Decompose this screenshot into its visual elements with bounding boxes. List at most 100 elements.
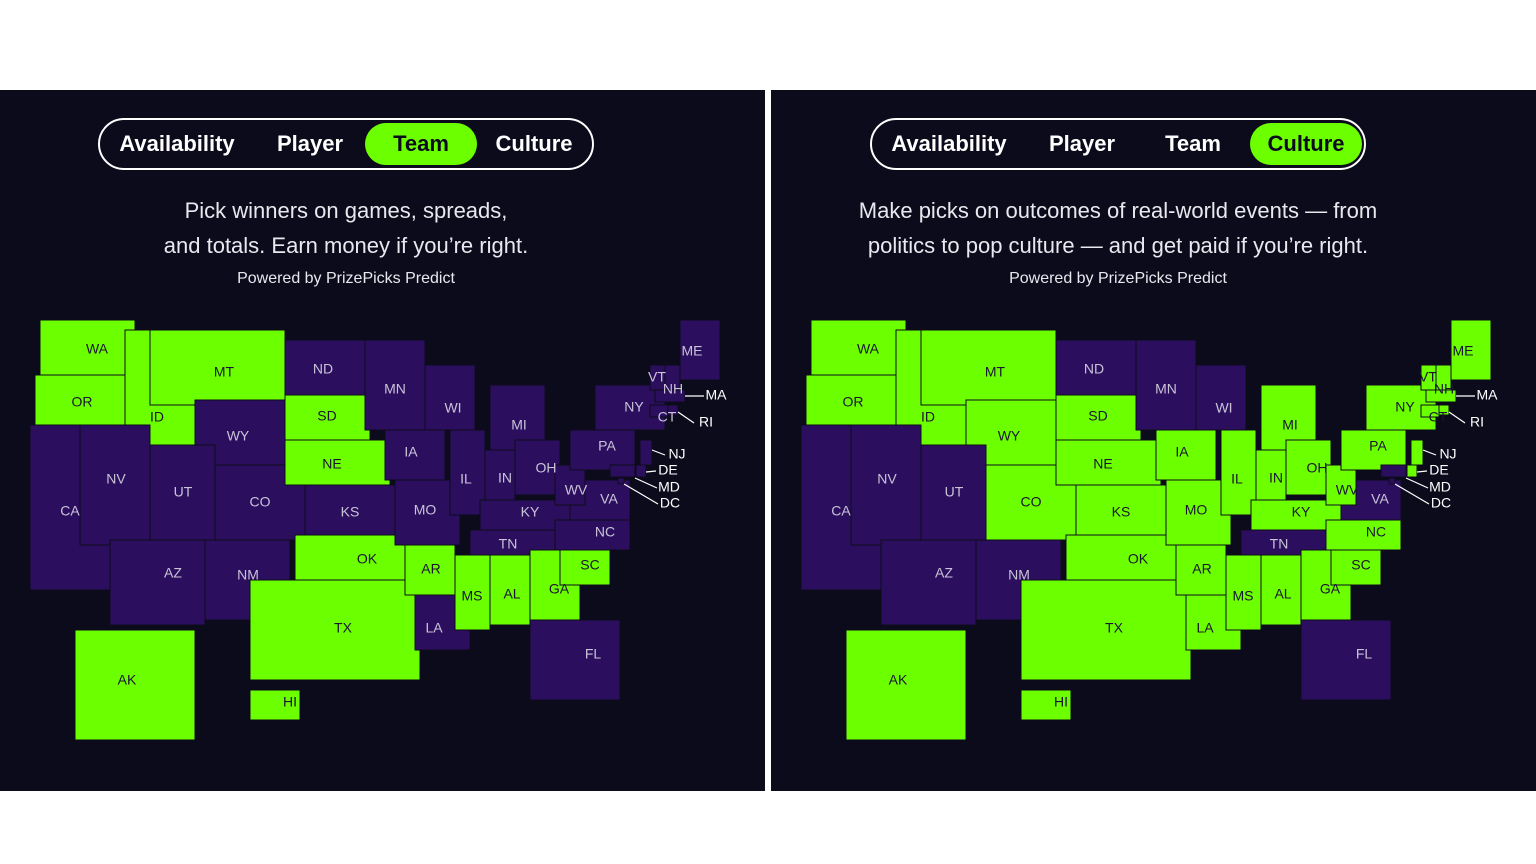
state-label: AZ	[935, 565, 953, 581]
state-label: MN	[1155, 381, 1177, 397]
state-label: CT	[658, 409, 677, 425]
state	[364, 339, 426, 431]
state-label: WA	[86, 341, 109, 357]
tab[interactable]: Player	[277, 131, 343, 156]
leader-line	[645, 470, 657, 473]
state	[1406, 464, 1418, 478]
leader-line	[677, 411, 695, 424]
active-tab	[1250, 123, 1362, 165]
state-label: ND	[1084, 361, 1104, 377]
state	[554, 519, 631, 551]
state-label: HI	[1054, 694, 1068, 710]
state	[569, 429, 636, 471]
state-label: AR	[1192, 561, 1211, 577]
state-label: ID	[150, 409, 164, 425]
tab[interactable]: Culture	[1268, 131, 1345, 156]
state-label: WI	[444, 400, 461, 416]
state-label: ME	[1453, 343, 1474, 359]
state	[1325, 464, 1357, 506]
state	[529, 619, 621, 701]
state	[1330, 544, 1382, 586]
state	[1055, 394, 1142, 441]
description: Make picks on outcomes of real-world eve…	[859, 198, 1377, 223]
state-label: MD	[1429, 479, 1451, 495]
state	[1065, 534, 1177, 581]
state	[1285, 439, 1332, 496]
state-label: SC	[580, 557, 599, 573]
state	[149, 329, 286, 406]
state-label: MT	[985, 364, 1006, 380]
state-label: MA	[706, 387, 728, 403]
state	[920, 329, 1057, 406]
state-label: NH	[1434, 381, 1454, 397]
powered-by: Powered by PrizePicks Predict	[237, 270, 455, 287]
state-label: GA	[549, 581, 570, 597]
state-label: VA	[1371, 491, 1389, 507]
state-label: MT	[214, 364, 235, 380]
state-label: VA	[600, 491, 618, 507]
state	[554, 464, 586, 506]
state	[667, 404, 679, 416]
state-label: KY	[1292, 504, 1311, 520]
state-label: RI	[1470, 414, 1484, 430]
state-label: OR	[72, 394, 93, 410]
state	[920, 444, 987, 541]
panel: Availability Player Team Culture Make picks …	[771, 90, 1536, 791]
state-label: NY	[624, 399, 644, 415]
state-label: KY	[521, 504, 540, 520]
state-label: MS	[462, 588, 483, 604]
description: politics to pop culture — and get paid i…	[868, 233, 1368, 258]
tab[interactable]: Availability	[891, 131, 1007, 156]
state-label: OK	[357, 551, 378, 567]
state	[449, 429, 486, 516]
state-label: LA	[1196, 620, 1214, 636]
tab[interactable]: Player	[1049, 131, 1115, 156]
state-label: OH	[1307, 460, 1328, 476]
state-label: PA	[1369, 438, 1387, 454]
state	[635, 464, 647, 478]
state-label: TN	[1270, 536, 1289, 552]
tab[interactable]: Culture	[496, 131, 573, 156]
state	[1410, 439, 1424, 466]
state	[1300, 619, 1392, 701]
state-label: WY	[998, 428, 1021, 444]
state	[284, 394, 371, 441]
state	[1055, 339, 1137, 396]
leader-line	[1422, 449, 1437, 456]
state	[1260, 554, 1302, 626]
state	[384, 429, 446, 481]
leader-line	[623, 483, 659, 505]
state	[1388, 477, 1396, 485]
leader-line	[1416, 470, 1428, 473]
state-label: CA	[831, 503, 851, 519]
state-label: IA	[1175, 444, 1189, 460]
tab[interactable]: Team	[1165, 131, 1221, 156]
state	[1075, 484, 1182, 536]
state-label: IL	[460, 471, 472, 487]
state-label: AL	[503, 586, 520, 602]
state-label: NE	[322, 456, 341, 472]
state-label: NM	[1008, 567, 1030, 583]
state-label: RI	[699, 414, 713, 430]
state	[74, 629, 196, 741]
state-label: NV	[877, 471, 897, 487]
state-label: KS	[341, 504, 360, 520]
tab[interactable]: Team	[393, 131, 449, 156]
description: Pick winners on games, spreads,	[185, 198, 508, 223]
state	[79, 424, 151, 546]
state	[1175, 544, 1227, 596]
state-label: VT	[1419, 369, 1437, 385]
state	[249, 579, 421, 681]
tab-bar	[870, 118, 1366, 170]
state-label: CA	[60, 503, 80, 519]
state-label: GA	[1320, 581, 1341, 597]
state-label: NJ	[668, 446, 685, 462]
tab[interactable]: Availability	[119, 131, 235, 156]
state-label: TN	[499, 536, 518, 552]
state-label: SC	[1351, 557, 1370, 573]
state-label: LA	[425, 620, 443, 636]
state	[810, 319, 907, 376]
state	[850, 424, 922, 546]
state	[1020, 689, 1072, 721]
state	[679, 319, 721, 381]
